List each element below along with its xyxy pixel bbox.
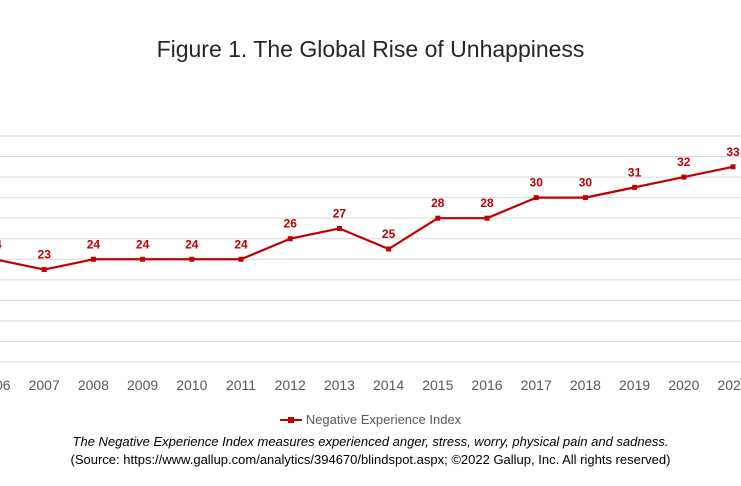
data-point <box>632 184 638 190</box>
data-label: 27 <box>333 206 347 220</box>
data-label: 24 <box>136 237 150 251</box>
caption-source: (Source: https://www.gallup.com/analytic… <box>70 452 671 467</box>
data-label: 31 <box>628 165 642 179</box>
data-point <box>681 174 687 180</box>
legend-label: Negative Experience Index <box>305 412 462 427</box>
data-label: 32 <box>677 155 691 169</box>
data-point <box>41 267 47 273</box>
x-tick-label: 2021 <box>717 377 741 393</box>
data-label: 28 <box>431 196 445 210</box>
data-label: 30 <box>530 176 544 190</box>
data-point <box>730 164 736 170</box>
data-label: 25 <box>382 227 396 241</box>
x-tick-label: 2014 <box>373 377 404 393</box>
data-point <box>140 256 146 262</box>
x-tick-label: 2007 <box>29 377 60 393</box>
x-tick-label: 2012 <box>275 377 306 393</box>
data-label: 24 <box>0 237 2 251</box>
data-point <box>386 246 392 252</box>
x-tick-label: 2006 <box>0 377 11 393</box>
x-tick-label: 2013 <box>324 377 355 393</box>
series-line <box>0 165 734 271</box>
x-tick-label: 2010 <box>176 377 207 393</box>
data-label: 24 <box>234 237 248 251</box>
data-point <box>238 256 244 262</box>
chart-legend: Negative Experience Index <box>0 412 741 427</box>
x-tick-label: 2011 <box>226 377 256 393</box>
data-point <box>484 215 490 221</box>
data-point <box>90 256 96 262</box>
data-label: 30 <box>579 176 593 190</box>
x-tick-label: 2008 <box>78 377 109 393</box>
data-point <box>533 195 539 201</box>
x-tick-label: 2015 <box>422 377 453 393</box>
data-label: 24 <box>87 237 101 251</box>
data-point <box>435 215 441 221</box>
x-tick-label: 2020 <box>668 377 699 393</box>
x-tick-label: 2019 <box>619 377 650 393</box>
x-tick-label: 2018 <box>570 377 601 393</box>
data-label: 26 <box>284 217 298 231</box>
x-tick-label: 2009 <box>127 377 158 393</box>
data-point <box>189 256 195 262</box>
x-tick-label: 2017 <box>521 377 552 393</box>
data-point <box>582 195 588 201</box>
data-label: 23 <box>38 248 52 262</box>
caption-description: The Negative Experience Index measures e… <box>72 434 669 449</box>
chart-title: Figure 1. The Global Rise of Unhappiness <box>156 36 585 62</box>
data-label: 28 <box>480 196 494 210</box>
data-point <box>336 225 342 231</box>
legend-marker-icon <box>279 415 302 425</box>
data-point <box>287 236 293 242</box>
data-label: 24 <box>185 237 199 251</box>
data-label: 33 <box>726 145 740 159</box>
x-tick-label: 2016 <box>471 377 502 393</box>
